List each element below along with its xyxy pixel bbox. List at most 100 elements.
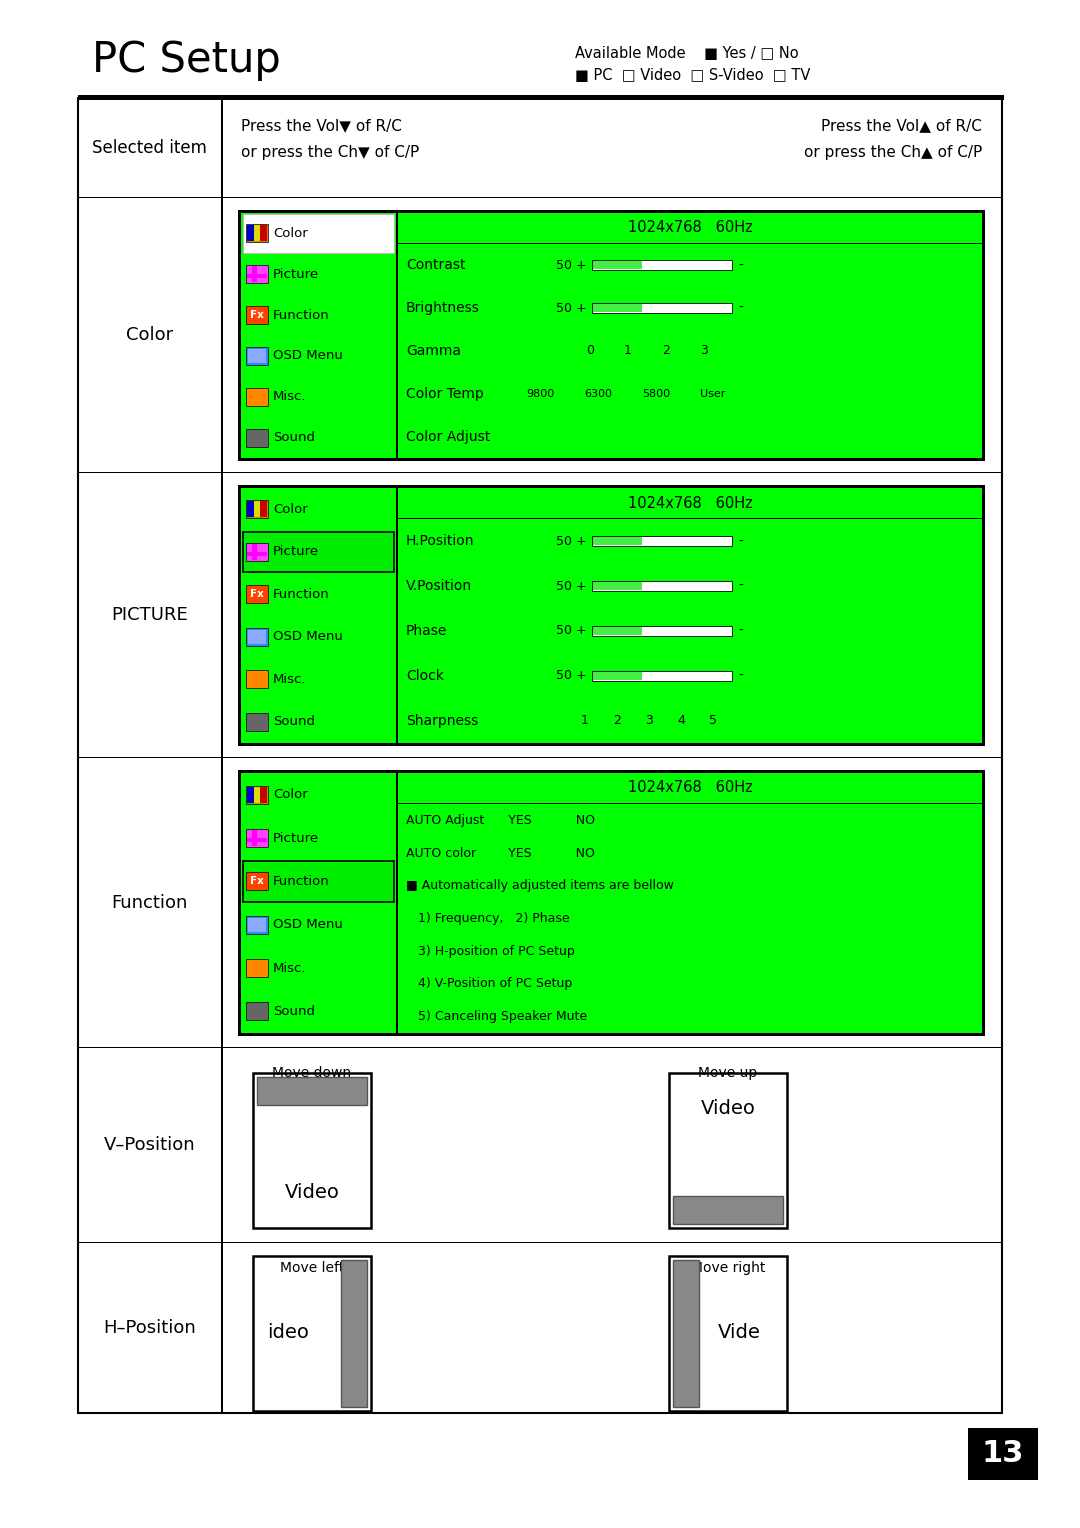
Text: Misc.: Misc. [273, 390, 307, 403]
Bar [247, 274, 267, 278]
Text: V.Position: V.Position [406, 579, 472, 593]
Text: Press the Vol▼ of R/C: Press the Vol▼ of R/C [241, 119, 402, 133]
Bar [399, 520, 982, 743]
Text: 5800: 5800 [642, 388, 670, 399]
Bar [246, 428, 268, 446]
Text: Brightness: Brightness [406, 301, 480, 315]
Bar [399, 487, 982, 518]
Text: -: - [738, 258, 743, 272]
Text: PICTURE: PICTURE [111, 607, 188, 625]
Bar [246, 225, 268, 243]
Bar [260, 501, 267, 518]
Bar [246, 500, 268, 518]
Text: 3) H-position of PC Setup: 3) H-position of PC Setup [406, 944, 575, 958]
Bar [252, 544, 257, 559]
Text: Function: Function [273, 588, 329, 601]
Text: Sound: Sound [273, 715, 315, 729]
Text: AUTO color        YES           NO: AUTO color YES NO [406, 847, 595, 860]
Bar [673, 1259, 699, 1406]
Bar [246, 785, 268, 804]
Text: Color: Color [273, 228, 308, 240]
Bar [399, 804, 982, 1033]
Bar [253, 1256, 372, 1410]
Bar [254, 226, 260, 241]
Bar [246, 306, 268, 324]
Bar [254, 787, 260, 802]
Bar [246, 585, 268, 604]
Text: 50 +: 50 + [556, 625, 586, 637]
Text: 2: 2 [662, 344, 670, 358]
Text: 50 +: 50 + [556, 669, 586, 683]
Bar [246, 266, 268, 283]
Bar [241, 212, 396, 458]
Bar [968, 1429, 1038, 1481]
Bar [399, 773, 982, 804]
Bar [260, 226, 267, 241]
Text: Color: Color [273, 788, 308, 801]
Bar [254, 501, 260, 518]
Text: 13: 13 [982, 1439, 1024, 1468]
Bar [238, 770, 985, 1036]
Bar [78, 98, 1002, 1413]
Text: V–Position: V–Position [104, 1137, 195, 1155]
Text: ■ PC  □ Video  □ S-Video  □ TV: ■ PC □ Video □ S-Video □ TV [575, 67, 810, 83]
Text: Clock: Clock [406, 669, 444, 683]
Text: or press the Ch▲ of C/P: or press the Ch▲ of C/P [804, 145, 982, 160]
Bar [257, 1077, 367, 1105]
Text: 3: 3 [700, 344, 707, 358]
Text: or press the Ch▼ of C/P: or press the Ch▼ of C/P [241, 145, 419, 160]
Bar [399, 244, 982, 458]
Bar [593, 261, 642, 269]
Text: -: - [738, 669, 743, 683]
Text: 1024x768   60Hz: 1024x768 60Hz [627, 220, 753, 235]
Text: 0: 0 [586, 344, 594, 358]
Text: 1024x768   60Hz: 1024x768 60Hz [627, 781, 753, 796]
Bar [247, 501, 254, 518]
Text: Sound: Sound [273, 1005, 315, 1018]
Bar [592, 536, 732, 547]
Bar [243, 532, 394, 571]
Text: Picture: Picture [273, 267, 319, 281]
Bar [247, 226, 254, 241]
Text: PC Setup: PC Setup [92, 40, 281, 81]
Bar [243, 860, 394, 902]
Text: Color Adjust: Color Adjust [406, 429, 490, 443]
Bar [238, 209, 985, 461]
Text: Available Mode    ■ Yes / □ No: Available Mode ■ Yes / □ No [575, 46, 798, 61]
Bar [246, 542, 268, 561]
Text: Move down: Move down [272, 1067, 352, 1080]
Text: Selected item: Selected item [92, 139, 207, 157]
Bar [248, 630, 266, 643]
Text: Color: Color [126, 327, 173, 344]
Bar [248, 348, 266, 364]
Bar [243, 214, 394, 252]
Text: 50 +: 50 + [556, 579, 586, 593]
Text: 5: 5 [708, 714, 717, 727]
Bar [246, 872, 268, 891]
Bar [669, 1256, 787, 1410]
Text: -: - [738, 535, 743, 549]
Bar [241, 773, 396, 1033]
Bar [246, 915, 268, 934]
Text: 1: 1 [624, 344, 632, 358]
Text: AUTO Adjust      YES           NO: AUTO Adjust YES NO [406, 814, 595, 827]
Bar [593, 626, 642, 636]
Bar [252, 266, 257, 283]
Bar [593, 672, 642, 680]
Text: Picture: Picture [273, 831, 319, 845]
Text: Sound: Sound [273, 431, 315, 445]
Text: Phase: Phase [406, 623, 447, 639]
Text: Function: Function [111, 894, 188, 912]
Text: Function: Function [273, 876, 329, 888]
Bar [592, 671, 732, 681]
Text: OSD Menu: OSD Menu [273, 630, 342, 643]
Text: Vide: Vide [717, 1323, 760, 1343]
Text: Sharpness: Sharpness [406, 714, 478, 727]
Bar [247, 787, 254, 802]
Text: Video: Video [701, 1099, 755, 1117]
Bar [592, 581, 732, 591]
Text: 1024x768   60Hz: 1024x768 60Hz [627, 495, 753, 510]
Text: Fx: Fx [251, 590, 264, 599]
Bar [241, 487, 396, 743]
Text: 4: 4 [677, 714, 685, 727]
